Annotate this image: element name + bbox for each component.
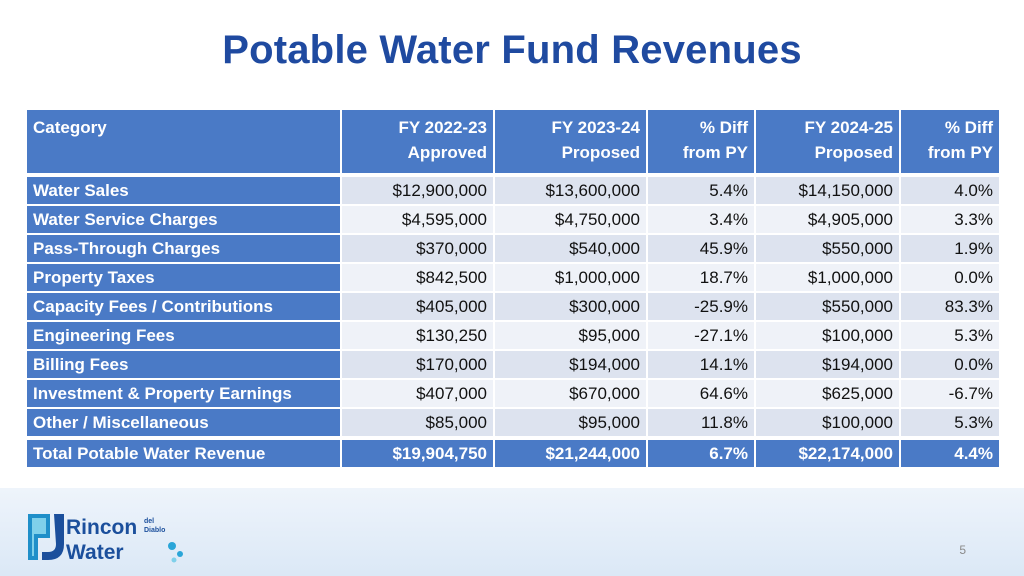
cell-diff-1: 11.8% <box>646 407 756 439</box>
table-row: Pass-Through Charges $370,000 $540,000 4… <box>25 233 1001 264</box>
header-fy2223: FY 2022-23 Approved <box>340 108 495 176</box>
rincon-water-logo: Rincon del Diablo Water <box>28 514 183 564</box>
page-title: Potable Water Fund Revenues <box>222 28 802 72</box>
cell-fy2425: $1,000,000 <box>754 262 901 293</box>
logo-word-rincon: Rincon <box>66 516 137 539</box>
cell-fy2324: $194,000 <box>493 349 648 380</box>
cell-fy2223: $170,000 <box>340 349 495 380</box>
logo-small-diablo: Diablo <box>144 527 165 534</box>
cell-fy2425: $4,905,000 <box>754 204 901 235</box>
logo-small-del: del <box>144 518 154 525</box>
cell-diff-2: 0.0% <box>899 349 1001 380</box>
cell-fy2223: $4,595,000 <box>340 204 495 235</box>
cell-diff-2: 5.3% <box>899 320 1001 351</box>
cell-fy2425: $14,150,000 <box>754 174 901 206</box>
cell-fy2425: $550,000 <box>754 233 901 264</box>
table-row: Other / Miscellaneous $85,000 $95,000 11… <box>25 407 1001 439</box>
cell-category: Investment & Property Earnings <box>25 378 342 409</box>
cell-fy2324: $95,000 <box>493 320 648 351</box>
footer-band <box>0 488 1024 576</box>
cell-fy2223: $130,250 <box>340 320 495 351</box>
page-number: 5 <box>959 543 966 557</box>
total-diff-1: 6.7% <box>646 436 756 469</box>
cell-fy2324: $1,000,000 <box>493 262 648 293</box>
water-drops-icon <box>168 542 183 563</box>
cell-category: Engineering Fees <box>25 320 342 351</box>
cell-fy2223: $12,900,000 <box>340 174 495 206</box>
cell-category: Pass-Through Charges <box>25 233 342 264</box>
total-fy2425: $22,174,000 <box>754 436 901 469</box>
table-total-row: Total Potable Water Revenue $19,904,750 … <box>25 436 1001 469</box>
cell-diff-1: 3.4% <box>646 204 756 235</box>
total-category: Total Potable Water Revenue <box>25 436 342 469</box>
cell-fy2324: $670,000 <box>493 378 648 409</box>
cell-diff-1: -25.9% <box>646 291 756 322</box>
revenue-table: Category FY 2022-23 Approved FY 2023-24 Pr… <box>25 108 1001 469</box>
logo-word-water: Water <box>66 541 124 564</box>
cell-diff-1: 5.4% <box>646 174 756 206</box>
cell-diff-2: 5.3% <box>899 407 1001 439</box>
cell-fy2425: $194,000 <box>754 349 901 380</box>
table-row: Engineering Fees $130,250 $95,000 -27.1%… <box>25 320 1001 351</box>
cell-fy2324: $13,600,000 <box>493 174 648 206</box>
cell-diff-1: -27.1% <box>646 320 756 351</box>
total-fy2223: $19,904,750 <box>340 436 495 469</box>
cell-fy2324: $540,000 <box>493 233 648 264</box>
table-row: Water Sales $12,900,000 $13,600,000 5.4%… <box>25 174 1001 206</box>
cell-diff-1: 64.6% <box>646 378 756 409</box>
cell-fy2223: $842,500 <box>340 262 495 293</box>
cell-fy2324: $4,750,000 <box>493 204 648 235</box>
table-row: Billing Fees $170,000 $194,000 14.1% $19… <box>25 349 1001 380</box>
total-diff-2: 4.4% <box>899 436 1001 469</box>
cell-diff-2: 1.9% <box>899 233 1001 264</box>
cell-category: Property Taxes <box>25 262 342 293</box>
header-diff-1: % Diff from PY <box>646 108 756 176</box>
water-pipe-icon <box>28 514 64 560</box>
cell-fy2425: $100,000 <box>754 407 901 439</box>
table-row: Water Service Charges $4,595,000 $4,750,… <box>25 204 1001 235</box>
cell-category: Capacity Fees / Contributions <box>25 291 342 322</box>
table-header-row: Category FY 2022-23 Approved FY 2023-24 Pr… <box>25 108 1001 176</box>
cell-diff-1: 45.9% <box>646 233 756 264</box>
cell-fy2425: $550,000 <box>754 291 901 322</box>
cell-diff-2: 4.0% <box>899 174 1001 206</box>
cell-diff-2: 83.3% <box>899 291 1001 322</box>
cell-fy2223: $370,000 <box>340 233 495 264</box>
cell-fy2223: $407,000 <box>340 378 495 409</box>
cell-category: Billing Fees <box>25 349 342 380</box>
cell-diff-2: 3.3% <box>899 204 1001 235</box>
cell-fy2324: $300,000 <box>493 291 648 322</box>
header-category: Category <box>25 108 342 176</box>
cell-diff-1: 14.1% <box>646 349 756 380</box>
header-fy2425: FY 2024-25 Proposed <box>754 108 901 176</box>
cell-diff-2: 0.0% <box>899 262 1001 293</box>
total-fy2324: $21,244,000 <box>493 436 648 469</box>
cell-fy2223: $405,000 <box>340 291 495 322</box>
cell-fy2324: $95,000 <box>493 407 648 439</box>
cell-fy2425: $625,000 <box>754 378 901 409</box>
header-diff-2: % Diff from PY <box>899 108 1001 176</box>
cell-category: Water Service Charges <box>25 204 342 235</box>
header-fy2324: FY 2023-24 Proposed <box>493 108 648 176</box>
table-row: Capacity Fees / Contributions $405,000 $… <box>25 291 1001 322</box>
cell-diff-2: -6.7% <box>899 378 1001 409</box>
cell-diff-1: 18.7% <box>646 262 756 293</box>
cell-category: Other / Miscellaneous <box>25 407 342 439</box>
cell-fy2223: $85,000 <box>340 407 495 439</box>
cell-fy2425: $100,000 <box>754 320 901 351</box>
table-row: Investment & Property Earnings $407,000 … <box>25 378 1001 409</box>
table-row: Property Taxes $842,500 $1,000,000 18.7%… <box>25 262 1001 293</box>
cell-category: Water Sales <box>25 174 342 206</box>
